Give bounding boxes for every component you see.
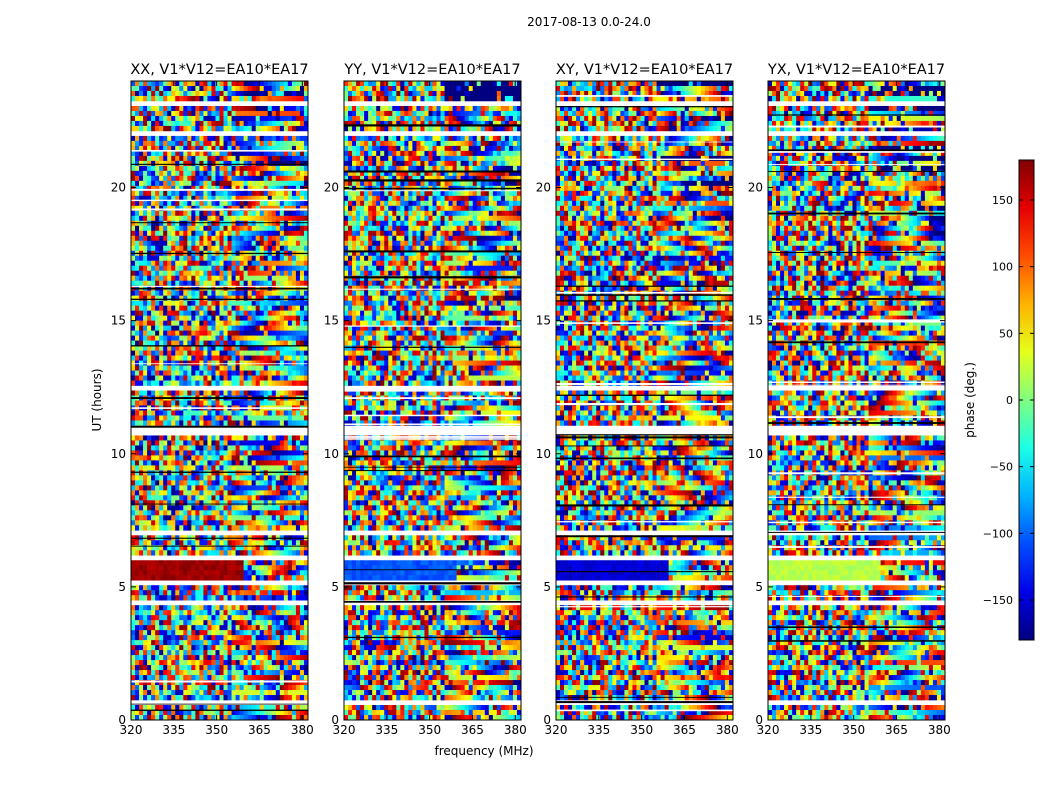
x-tick-label: 380 [928,723,951,737]
y-tick-label: 5 [543,580,551,594]
x-tick-label: 320 [757,723,780,737]
colorbar: 150 100 50 0 −50 −100 −150 [983,159,1035,641]
panel-3: XY, V1*V12=EA10*EA17 320 335 350 365 380 0 5 10 1… [536,62,739,737]
phase-heatmap [556,81,733,720]
colorbar-tick-label: −50 [990,461,1013,474]
colorbar-tick-label: −150 [983,594,1013,607]
x-tick-label: 320 [120,723,143,737]
y-tick-label: 10 [324,447,339,461]
y-tick-label: 15 [324,314,339,328]
y-tick-label: 0 [755,713,763,727]
colorbar-tick-label: 50 [999,327,1013,340]
y-tick-label: 5 [118,580,126,594]
phase-heatmap [131,81,308,720]
x-tick-label: 350 [842,723,865,737]
phase-heatmap [344,81,521,720]
x-axis-label: frequency (MHz) [434,744,533,758]
panel-title: XX, V1*V12=EA10*EA17 [130,62,308,78]
y-tick-label: 20 [536,181,551,195]
y-tick-label: 0 [331,713,339,727]
colorbar-tick-label: 0 [1006,394,1013,407]
y-tick-label: 20 [111,181,126,195]
x-tick-label: 365 [248,723,271,737]
colorbar-label: phase (deg.) [963,362,977,438]
panel-frame [343,80,522,721]
phase-heatmap [768,81,945,720]
y-tick-label: 10 [748,447,763,461]
x-tick-label: 380 [291,723,314,737]
y-tick-label: 15 [536,314,551,328]
colorbar-tick-label: −100 [983,527,1013,540]
y-tick-label: 15 [111,314,126,328]
x-tick-label: 380 [716,723,739,737]
y-tick-label: 15 [748,314,763,328]
y-tick-label: 20 [324,181,339,195]
y-tick-label: 10 [536,447,551,461]
panel-2: YY, V1*V12=EA10*EA17 320 335 350 365 380 0 5 10 1… [324,62,527,737]
x-tick-label: 350 [205,723,228,737]
figure-suptitle: 2017-08-13 0.0-24.0 [527,15,651,29]
x-tick-label: 365 [461,723,484,737]
panel-1: XX, V1*V12=EA10*EA17 320 335 350 365 380 0 5 10 1… [111,62,314,737]
y-tick-label: 5 [755,580,763,594]
x-tick-label: 335 [375,723,398,737]
y-tick-label: 10 [111,447,126,461]
panel-frame [767,80,946,721]
y-tick-label: 20 [748,181,763,195]
y-tick-label: 0 [118,713,126,727]
x-tick-label: 380 [504,723,527,737]
panel-title: YY, V1*V12=EA10*EA17 [343,62,520,78]
x-tick-label: 335 [587,723,610,737]
x-tick-label: 350 [630,723,653,737]
y-axis-label: UT (hours) [90,368,104,431]
x-tick-label: 320 [333,723,356,737]
panel-4: YX, V1*V12=EA10*EA17 320 335 350 365 380 0 5 10 1… [748,62,951,737]
colorbar-tick-label: 100 [992,261,1013,274]
x-tick-label: 365 [673,723,696,737]
panel-title: XY, V1*V12=EA10*EA17 [556,62,733,78]
x-tick-label: 320 [545,723,568,737]
panel-title: YX, V1*V12=EA10*EA17 [767,62,945,78]
panels-group: XX, V1*V12=EA10*EA17 320 335 350 365 380 0 5 10 1… [111,62,951,737]
y-tick-label: 5 [331,580,339,594]
panel-frame [130,80,309,721]
y-tick-label: 0 [543,713,551,727]
x-tick-label: 350 [418,723,441,737]
x-tick-label: 365 [885,723,908,737]
colorbar-tick-label: 150 [992,194,1013,207]
panel-frame [555,80,734,721]
x-tick-label: 335 [799,723,822,737]
x-tick-label: 335 [162,723,185,737]
